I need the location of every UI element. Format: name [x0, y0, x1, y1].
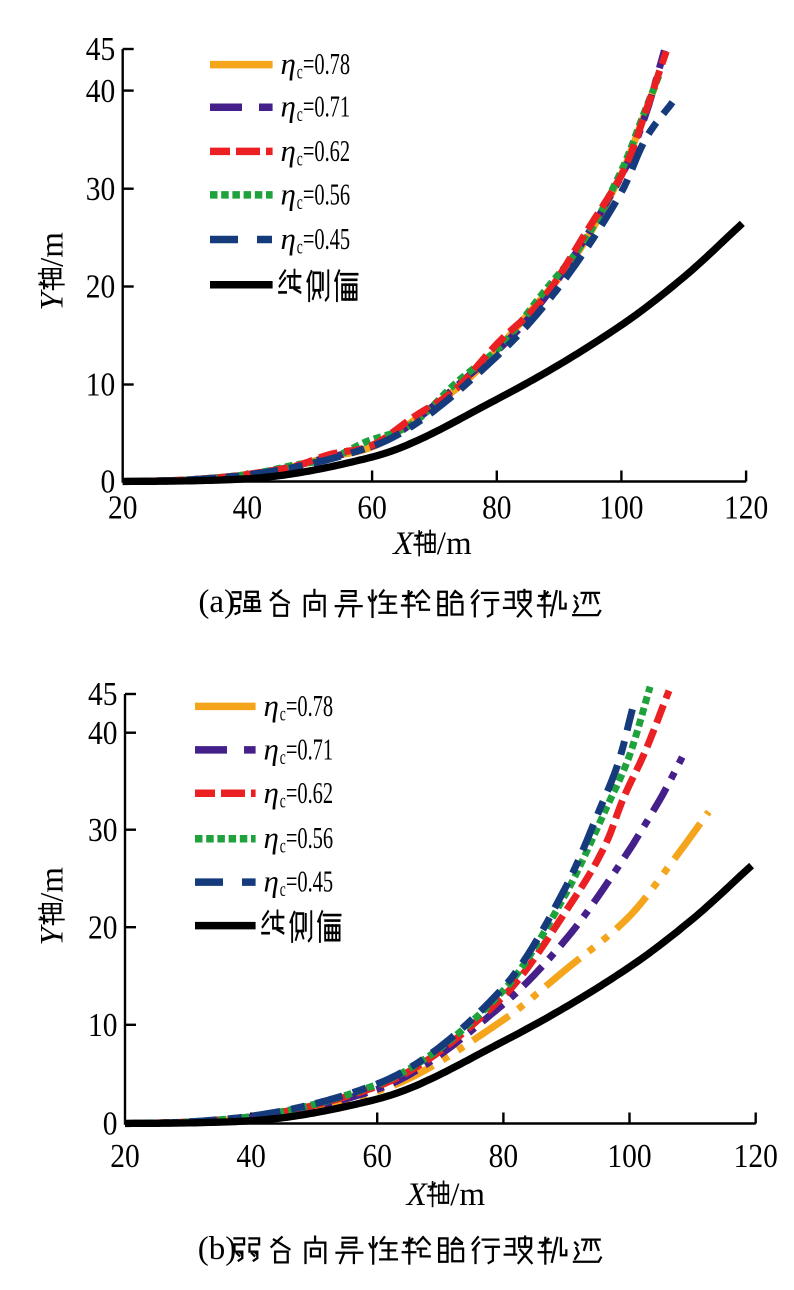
svg-text:0: 0 — [100, 463, 115, 500]
svg-text:80: 80 — [489, 1137, 518, 1174]
svg-text:40: 40 — [236, 1137, 265, 1174]
svg-text:c=0.78: c=0.78 — [280, 689, 333, 725]
svg-text:η: η — [281, 176, 296, 211]
svg-text:X: X — [391, 526, 415, 562]
svg-text:c=0.56: c=0.56 — [297, 177, 350, 213]
svg-text:η: η — [264, 731, 279, 766]
svg-text:η: η — [281, 89, 296, 124]
svg-text:η: η — [281, 221, 296, 256]
svg-text:η: η — [264, 775, 279, 810]
svg-text:45: 45 — [86, 30, 115, 67]
svg-text:20: 20 — [108, 489, 137, 526]
svg-text:20: 20 — [88, 909, 117, 946]
svg-text:20: 20 — [86, 268, 115, 305]
svg-text:(b): (b) — [198, 1231, 236, 1267]
svg-text:80: 80 — [482, 489, 511, 526]
svg-text:c=0.56: c=0.56 — [280, 821, 333, 857]
svg-text:10: 10 — [86, 366, 115, 403]
svg-text:c=0.78: c=0.78 — [297, 47, 350, 83]
svg-text:10: 10 — [88, 1006, 117, 1043]
svg-text:30: 30 — [88, 811, 117, 848]
svg-text:η: η — [264, 688, 279, 723]
svg-text:c=0.45: c=0.45 — [280, 864, 333, 900]
svg-text:c=0.71: c=0.71 — [297, 90, 350, 126]
svg-text:120: 120 — [734, 1137, 778, 1174]
svg-text:40: 40 — [86, 72, 115, 109]
svg-text:100: 100 — [599, 489, 643, 526]
svg-text:(a): (a) — [198, 584, 235, 620]
svg-text:40: 40 — [233, 489, 262, 526]
svg-text:45: 45 — [88, 675, 117, 712]
svg-text:η: η — [281, 133, 296, 168]
svg-text:30: 30 — [86, 170, 115, 207]
svg-text:c=0.62: c=0.62 — [297, 134, 350, 170]
svg-text:120: 120 — [724, 489, 768, 526]
svg-text:/m: /m — [437, 526, 472, 562]
svg-text:η: η — [264, 820, 279, 855]
svg-text:Y: Y — [35, 289, 71, 311]
svg-text:/m: /m — [35, 232, 71, 267]
svg-text:60: 60 — [362, 1137, 391, 1174]
svg-text:/m: /m — [450, 1177, 485, 1213]
svg-text:40: 40 — [88, 714, 117, 751]
svg-text:η: η — [264, 864, 279, 899]
svg-text:/m: /m — [35, 867, 71, 902]
svg-text:20: 20 — [110, 1137, 139, 1174]
svg-text:X: X — [405, 1177, 429, 1213]
svg-text:η: η — [281, 46, 296, 81]
svg-text:c=0.45: c=0.45 — [297, 222, 350, 258]
svg-text:Y: Y — [35, 924, 71, 946]
svg-text:100: 100 — [607, 1137, 651, 1174]
svg-text:c=0.71: c=0.71 — [280, 732, 333, 768]
svg-text:c=0.62: c=0.62 — [280, 776, 333, 812]
svg-text:60: 60 — [357, 489, 386, 526]
svg-text:0: 0 — [103, 1105, 118, 1142]
